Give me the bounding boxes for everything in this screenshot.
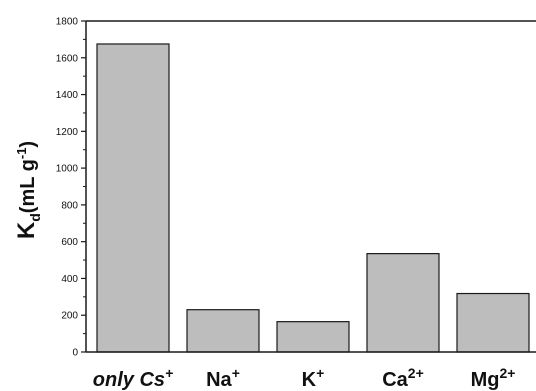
y-axis-label: Kd(mL g-1) <box>13 141 43 239</box>
y-tick-label-200: 200 <box>61 311 78 322</box>
y-tick-label-800: 800 <box>61 200 78 211</box>
bars-group <box>96 43 530 353</box>
y-tick-label-1000: 1000 <box>56 164 79 175</box>
y-tick-label-1200: 1200 <box>56 127 79 138</box>
x-label-na: Na+ <box>206 365 240 391</box>
x-label-only-cs: only Cs+ <box>93 365 173 391</box>
y-tick-label-1400: 1400 <box>56 90 79 101</box>
bar-k <box>276 321 350 353</box>
x-label-k: K+ <box>302 365 325 391</box>
bar-only-cs <box>96 43 170 353</box>
bar-mg <box>456 292 530 353</box>
y-tick-label-1800: 1800 <box>56 17 79 28</box>
y-ticks-group: 0 200 400 600 800 1000 1200 1400 1600 1800 <box>56 17 86 359</box>
bar-na <box>186 309 260 353</box>
x-label-mg: Mg2+ <box>471 365 516 391</box>
x-tick-labels-group: only Cs+ Na+ K+ Ca2+ Mg2+ <box>93 365 516 391</box>
y-tick-label-1600: 1600 <box>56 53 79 64</box>
y-tick-label-400: 400 <box>61 274 78 285</box>
bar-ca <box>366 253 440 353</box>
y-tick-label-0: 0 <box>72 348 78 359</box>
y-tick-label-600: 600 <box>61 237 78 248</box>
x-label-ca: Ca2+ <box>382 365 424 391</box>
